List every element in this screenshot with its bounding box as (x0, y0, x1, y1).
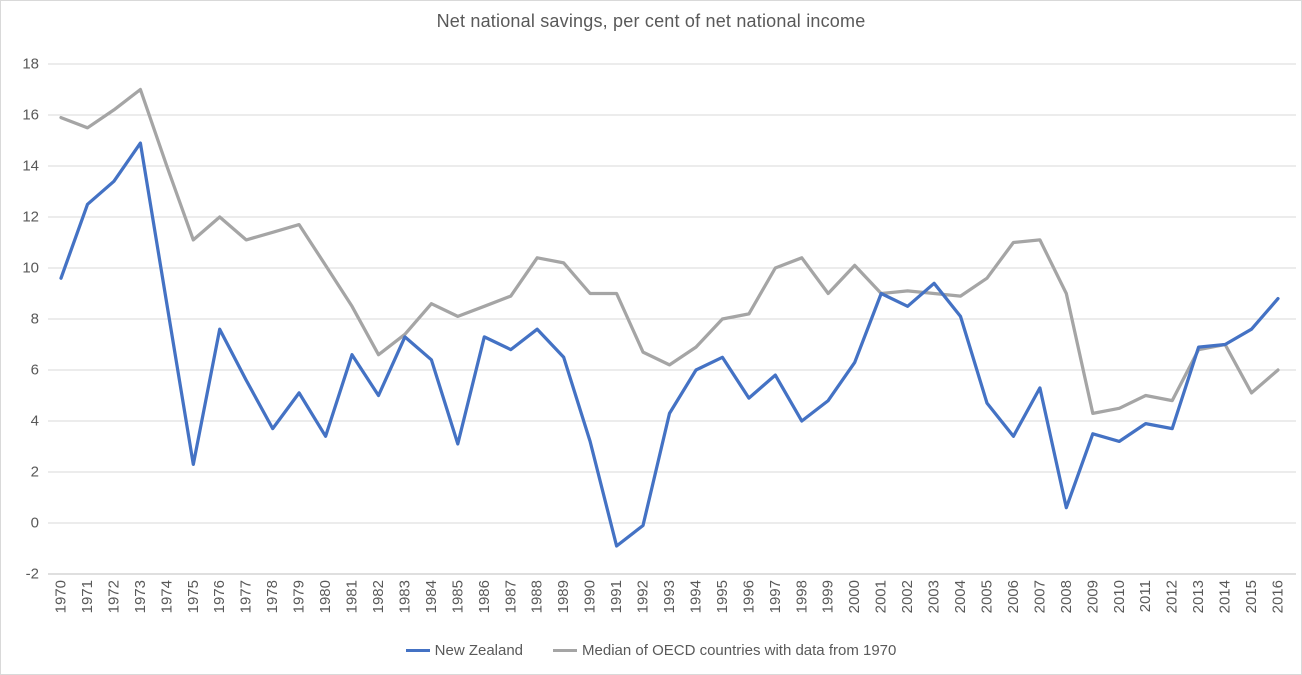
x-axis-tick-label: 1988 (529, 580, 546, 613)
x-axis-tick-label: 1977 (238, 580, 255, 613)
x-axis-tick-label: 1970 (53, 580, 70, 613)
x-axis-tick-label: 1991 (608, 580, 625, 613)
x-axis-tick-label: 1990 (582, 580, 599, 613)
x-axis-tick-label: 2011 (1137, 580, 1154, 612)
x-axis-tick-label: 1994 (687, 580, 704, 613)
x-axis-tick-label: 1986 (476, 580, 493, 613)
y-axis-tick-label: 4 (31, 413, 39, 430)
x-axis-tick-label: 2010 (1111, 580, 1128, 613)
x-axis-tick-label: 2014 (1217, 580, 1234, 613)
x-axis-tick-label: 1999 (820, 580, 837, 613)
x-axis-tick-label: 2013 (1190, 580, 1207, 613)
y-axis-tick-label: -2 (26, 566, 39, 583)
x-axis-tick-label: 2009 (1084, 580, 1101, 613)
x-axis-tick-label: 1975 (185, 580, 202, 613)
x-axis-tick-label: 1976 (211, 580, 228, 613)
x-axis-tick-label: 2008 (1058, 580, 1075, 613)
x-axis-tick-label: 1972 (105, 580, 122, 613)
y-axis-tick-label: 8 (31, 311, 39, 328)
x-axis-tick-label: 2006 (1005, 580, 1022, 613)
x-axis-tick-label: 1981 (344, 580, 361, 613)
legend-line-swatch-blue (405, 649, 430, 652)
legend-label-new-zealand: New Zealand (434, 642, 524, 659)
x-axis-tick-label: 1985 (449, 580, 466, 613)
y-axis-tick-label: 16 (22, 107, 39, 124)
x-axis-tick-label: 1993 (661, 580, 678, 613)
x-axis-tick-label: 1974 (158, 580, 175, 613)
x-axis-tick-label: 1998 (793, 580, 810, 613)
x-axis-tick-label: 2015 (1243, 580, 1260, 613)
x-axis-tick-label: 1997 (767, 580, 784, 613)
x-axis-tick-label: 2005 (978, 580, 995, 613)
legend-label-oecd-median: Median of OECD countries with data from … (582, 642, 897, 659)
legend-line-swatch-gray (553, 649, 578, 652)
y-axis-tick-label: 0 (31, 515, 39, 532)
x-axis-tick-label: 1984 (423, 580, 440, 613)
x-axis-tick-label: 2003 (926, 580, 943, 613)
x-axis-tick-label: 1971 (79, 580, 96, 613)
x-axis-tick-label: 1989 (555, 580, 572, 613)
y-axis-tick-label: 18 (22, 56, 39, 73)
y-axis-tick-label: 10 (22, 260, 39, 277)
x-axis-tick-label: 1973 (132, 580, 149, 613)
legend-item-oecd-median: Median of OECD countries with data from … (553, 642, 896, 659)
series-line-oecd-median (59, 87, 1280, 416)
x-axis-tick-label: 1980 (317, 580, 334, 613)
x-axis-tick-label: 2007 (1031, 580, 1048, 613)
series-line-new-zealand (59, 141, 1280, 548)
x-axis-tick-label: 2001 (873, 580, 890, 613)
y-axis-tick-label: 14 (22, 158, 39, 175)
x-axis-tick-label: 1987 (502, 580, 519, 613)
x-axis-tick-label: 1978 (264, 580, 281, 613)
x-axis-tick-label: 2004 (952, 580, 969, 613)
x-axis-tick-label: 2002 (899, 580, 916, 613)
chart-title: Net national savings, per cent of net na… (436, 11, 866, 31)
y-axis-tick-label: 2 (31, 464, 39, 481)
y-axis-tick-label: 6 (31, 362, 39, 379)
x-axis-tick-label: 1996 (740, 580, 757, 613)
y-axis-tick-label: 12 (22, 209, 39, 226)
x-axis-tick-label: 1979 (291, 580, 308, 613)
legend-item-new-zealand: New Zealand (405, 642, 524, 659)
x-axis-tick-label: 2000 (846, 580, 863, 613)
x-axis-tick-label: 2012 (1164, 580, 1181, 613)
x-axis-tick-label: 1982 (370, 580, 387, 613)
legend: New Zealand Median of OECD countries wit… (1, 642, 1301, 659)
x-axis-tick-label: 1983 (396, 580, 413, 613)
x-axis-tick-label: 1992 (635, 580, 652, 613)
x-axis-tick-label: 1995 (714, 580, 731, 613)
x-axis-tick-label: 2016 (1270, 580, 1287, 613)
